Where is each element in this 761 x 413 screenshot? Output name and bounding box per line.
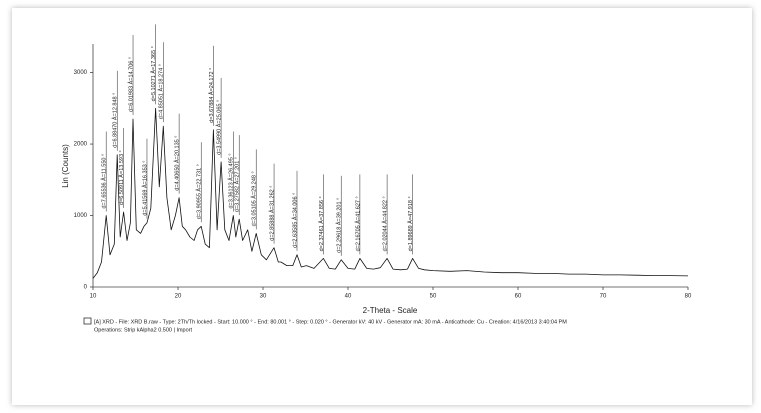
annotation-label: d=2.63585 Å=34.006 ° — [291, 193, 298, 248]
x-tick-label: 50 — [430, 294, 437, 300]
annotation-label: d=6.01983 Å=14.706 ° — [127, 57, 134, 112]
annotation-label: d=2.16705 Å=41.627 ° — [354, 196, 361, 251]
x-tick-label: 10 — [90, 294, 97, 300]
pattern-line — [92, 107, 689, 279]
annotation-label: d=4.40650 Å=20.135 ° — [174, 136, 181, 191]
annotation-label: d=3.54990 Å=25.065 ° — [216, 100, 223, 155]
x-tick-label: 30 — [260, 294, 267, 300]
y-tick-label: 2000 — [74, 142, 88, 148]
annotation-label: d=3.67884 Å=24.172 ° — [208, 68, 215, 123]
x-tick-label: 40 — [345, 294, 352, 300]
annotation-label: d=4.85051 Å=18.274 ° — [158, 64, 165, 119]
annotation-label: d=6.88470 Å=12.848 ° — [112, 93, 119, 148]
annotation-label: d=2.02044 Å=44.822 ° — [382, 196, 389, 251]
annotation-label: d=3.05105 Å=29.248 ° — [251, 171, 258, 226]
x-axis-label: 2-Theta - Scale — [363, 306, 418, 315]
legend-line: Operations: Strip kAlpha2 0.500 | Import — [94, 327, 193, 333]
legend-swatch — [83, 317, 92, 325]
annotation-label: d=3.27582 Å=27.201 ° — [234, 157, 241, 212]
x-tick-label: 60 — [515, 294, 522, 300]
annotation-label: d=7.65536 Å=11.550 ° — [101, 154, 108, 209]
x-tick-label: 20 — [175, 294, 182, 300]
annotation-label: d=3.90955 Å=22.731 ° — [196, 164, 203, 219]
x-tick-label: 80 — [685, 294, 692, 300]
annotation-label: d=2.37461 Å=37.856 ° — [318, 196, 325, 251]
annotation-label: d=3.36123 Å=26.495 ° — [228, 153, 235, 208]
annotation-label: d=5.41569 Å=16.353 ° — [141, 161, 148, 216]
annotation-label: d=2.29618 Å=39.201 ° — [336, 198, 343, 253]
y-tick-label: 0 — [84, 285, 88, 291]
annotation-label: d=5.10271 Å=17.365 ° — [150, 46, 157, 101]
y-tick-label: 3000 — [74, 70, 88, 76]
annotation-label: d=1.89689 Å=47.918 ° — [407, 196, 414, 251]
y-tick-label: 1000 — [74, 213, 88, 219]
x-tick-label: 70 — [600, 294, 607, 300]
legend-line: [A] XRD - File: XRD B.raw - Type: 2Th/Th… — [94, 319, 567, 325]
annotation-label: d=2.85888 Å=31.262 ° — [269, 186, 276, 241]
y-axis-label: Lin (Counts) — [61, 144, 70, 188]
annotation-label: d=6.50911 Å=13.593 ° — [118, 150, 125, 205]
